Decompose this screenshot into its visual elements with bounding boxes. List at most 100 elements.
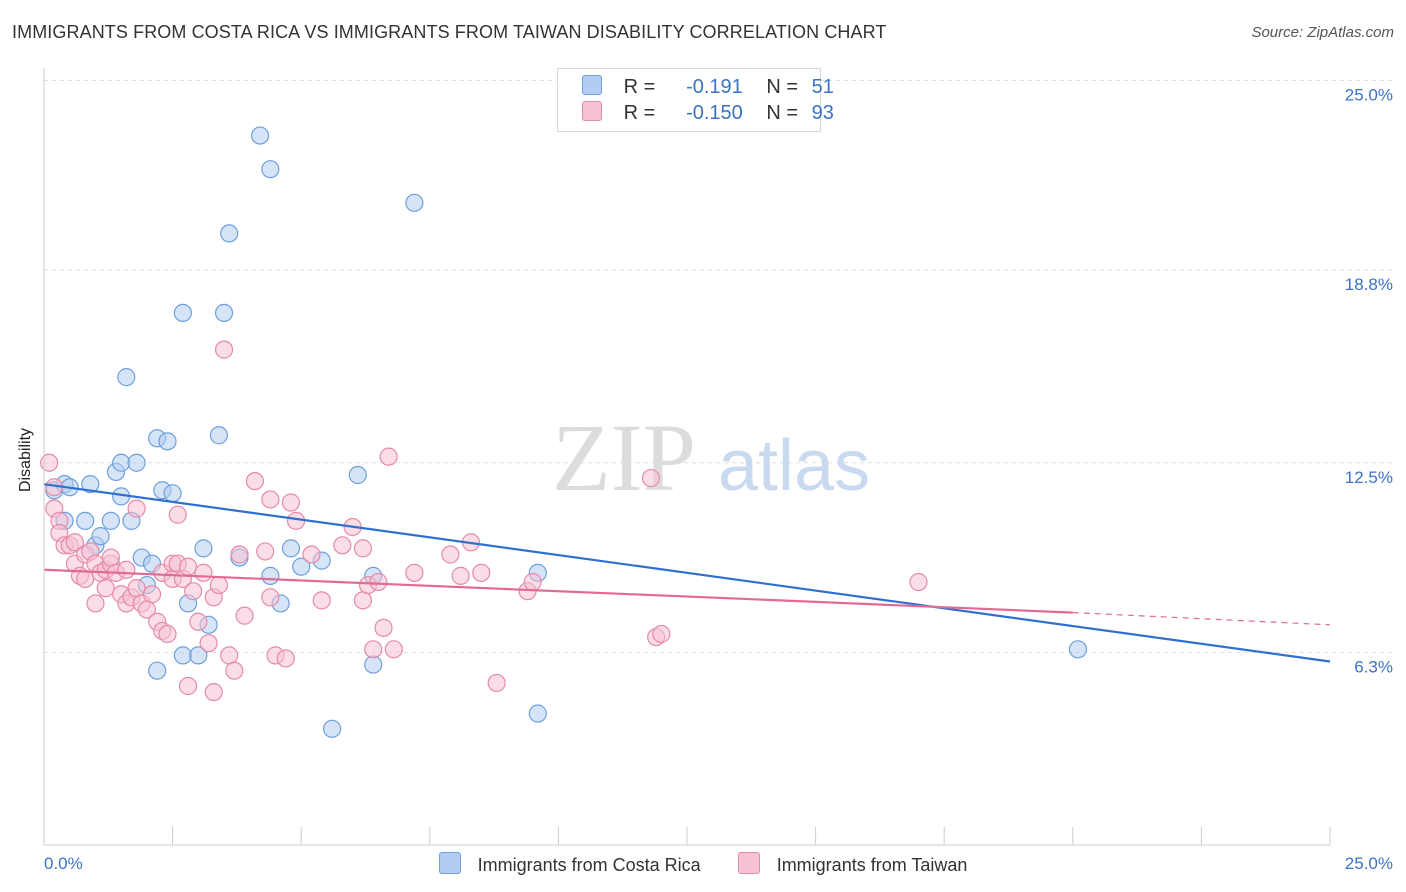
x-tick-label: 0.0% (44, 854, 83, 873)
taiwan-point (204, 682, 223, 702)
taiwan-point (220, 646, 239, 665)
legend-label-costa-rica: Immigrants from Costa Rica (477, 855, 701, 875)
costa-rica-point (292, 557, 311, 576)
taiwan-point (276, 649, 295, 668)
legend-item-taiwan[interactable]: Immigrants from Taiwan (737, 852, 968, 876)
taiwan-point (96, 579, 115, 598)
taiwan-point (405, 563, 424, 582)
costa-rica-point (148, 661, 167, 680)
n-value: 51 (811, 76, 834, 98)
taiwan-point (40, 453, 59, 472)
taiwan-trend-line (43, 568, 1073, 614)
taiwan-point (451, 566, 470, 585)
costa-rica-point (220, 224, 239, 243)
costa-rica-legend-swatch (438, 852, 461, 874)
axis-layer: 6.3% 12.5% 18.8% 25.0% 0.0% 25.0% (43, 68, 1393, 873)
watermark: ZIP atlas (552, 404, 870, 511)
taiwan-point (286, 511, 306, 530)
stats-legend: R = -0.191 N = 51 R = -0.150 N = 93 (557, 68, 834, 132)
taiwan-points (40, 340, 928, 702)
y-tick-label: 12.5% (1345, 468, 1393, 487)
taiwan-point (168, 505, 187, 524)
costa-rica-point (76, 511, 95, 530)
taiwan-point (441, 545, 460, 564)
taiwan-point (235, 606, 254, 625)
taiwan-point (333, 536, 352, 555)
taiwan-point (261, 588, 280, 607)
taiwan-point (369, 572, 388, 592)
n-label: N = (766, 102, 799, 124)
costa-rica-point (81, 475, 100, 494)
costa-rica-swatch (582, 75, 602, 95)
stats-legend-row-taiwan: R = -0.150 N = 93 (582, 101, 834, 125)
taiwan-point (256, 542, 275, 561)
n-value: 93 (811, 102, 834, 124)
taiwan-point (194, 563, 213, 582)
costa-rica-point (348, 465, 367, 485)
taiwan-point (652, 624, 671, 644)
r-label: R = (623, 102, 656, 124)
taiwan-point (909, 572, 928, 592)
taiwan-point (487, 673, 506, 693)
chart-title: IMMIGRANTS FROM COSTA RICA VS IMMIGRANTS… (12, 22, 887, 42)
costa-rica-point (117, 368, 136, 387)
taiwan-point (353, 539, 373, 558)
costa-rica-point (173, 646, 192, 665)
taiwan-point (353, 591, 373, 610)
stats-legend-row-costa-rica: R = -0.191 N = 51 (582, 75, 834, 99)
taiwan-point (302, 545, 321, 564)
taiwan-point (245, 471, 265, 491)
r-value: -0.191 (686, 76, 743, 98)
taiwan-point (65, 533, 84, 552)
taiwan-point (214, 340, 234, 359)
series-legend: Immigrants from Costa Rica Immigrants fr… (0, 852, 1406, 876)
watermark-zip: ZIP (552, 404, 696, 511)
taiwan-point (127, 579, 146, 598)
costa-rica-point (405, 193, 424, 212)
costa-rica-point (163, 484, 182, 503)
trend-layer (43, 483, 1331, 663)
taiwan-point (117, 560, 136, 579)
taiwan-point (209, 575, 228, 595)
y-tick-label: 6.3% (1354, 657, 1393, 676)
r-label: R = (623, 76, 656, 98)
taiwan-point (178, 557, 198, 576)
costa-rica-point (322, 719, 342, 738)
taiwan-point (184, 582, 203, 601)
y-tick-label: 18.8% (1345, 275, 1393, 294)
taiwan-legend-swatch (737, 852, 760, 874)
costa-rica-point (112, 453, 131, 472)
legend-item-costa-rica[interactable]: Immigrants from Costa Rica (438, 852, 701, 876)
taiwan-point (225, 661, 244, 680)
costa-rica-point (209, 426, 228, 445)
taiwan-point (312, 591, 331, 610)
costa-rica-point (194, 539, 213, 558)
costa-rica-point (364, 655, 383, 674)
costa-rica-point (1068, 640, 1088, 659)
costa-rica-trend-line (43, 483, 1331, 663)
taiwan-point (86, 594, 105, 613)
taiwan-point (281, 493, 301, 512)
taiwan-point (523, 572, 542, 592)
taiwan-point (142, 585, 162, 604)
legend-label-taiwan: Immigrants from Taiwan (776, 855, 968, 875)
watermark-atlas: atlas (718, 426, 870, 506)
taiwan-swatch (582, 101, 602, 121)
costa-rica-point (250, 126, 270, 145)
source-credit: Source: ZipAtlas.com (1251, 24, 1394, 41)
r-value: -0.150 (686, 102, 743, 124)
costa-rica-point (281, 539, 301, 558)
costa-rica-point (91, 527, 110, 546)
costa-rica-point (189, 646, 208, 665)
y-tick-label: 25.0% (1345, 86, 1393, 105)
n-label: N = (766, 76, 799, 98)
taiwan-point (379, 447, 398, 466)
taiwan-point (230, 545, 249, 564)
costa-rica-point (261, 160, 280, 179)
taiwan-trend-extension (1072, 611, 1331, 626)
costa-rica-point (261, 566, 280, 585)
taiwan-point (178, 676, 198, 696)
taiwan-point (641, 468, 661, 488)
costa-rica-point (214, 303, 234, 323)
